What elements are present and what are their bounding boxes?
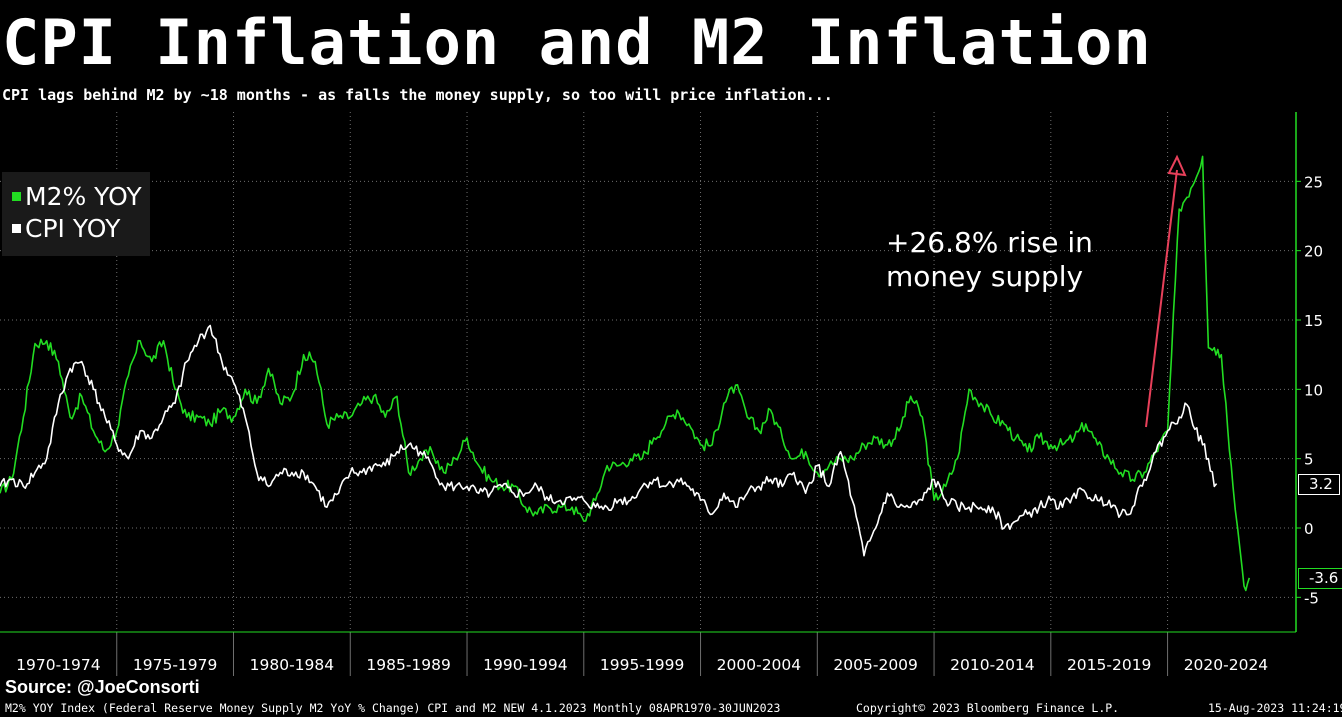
footer-timestamp: 15-Aug-2023 11:24:19: [1208, 701, 1342, 715]
x-tick-label: 1990-1994: [483, 656, 568, 674]
x-tick-label: 1980-1984: [250, 656, 335, 674]
annotation-arrow: [1145, 154, 1187, 428]
footer-description: M2% YOY Index (Federal Reserve Money Sup…: [5, 701, 781, 715]
grid-lines: [0, 112, 1296, 632]
cpi-last-value-badge: 3.2: [1298, 473, 1340, 495]
x-tick-label: 1970-1974: [16, 656, 101, 674]
legend-swatch-m2: [12, 191, 21, 201]
x-axis: 1970-1974 1975-1979 1980-1984 1985-1989 1990…: [0, 631, 1296, 676]
y-tick-label: 5: [1304, 451, 1314, 469]
legend: M2% YOY CPI YOY: [2, 172, 150, 256]
legend-label-m2: M2% YOY: [25, 182, 142, 211]
chart-title: CPI Inflation and M2 Inflation: [2, 6, 1152, 79]
chart-subtitle: CPI lags behind M2 by ~18 months - as fa…: [2, 86, 833, 104]
legend-item-cpi: CPI YOY: [12, 214, 120, 244]
source-label: Source: @JoeConsorti: [5, 677, 200, 697]
legend-swatch-cpi: [12, 223, 21, 233]
x-tick-label: 1975-1979: [133, 656, 218, 674]
m2-series-line: [0, 155, 1251, 592]
y-tick-label: 0: [1304, 520, 1314, 538]
x-tick-label: 1985-1989: [366, 656, 451, 674]
y-tick-label: -5: [1304, 589, 1319, 607]
y-axis: -5 0 5 10 15 20 25: [1295, 112, 1323, 632]
legend-label-cpi: CPI YOY: [25, 214, 121, 243]
x-tick-label: 2010-2014: [950, 656, 1035, 674]
series-lines: [0, 155, 1251, 592]
cpi-series-line: [0, 324, 1218, 557]
m2-last-value-badge: -3.6: [1298, 567, 1342, 589]
x-tick-label: 2005-2009: [833, 656, 918, 674]
footer-copyright: Copyright© 2023 Bloomberg Finance L.P.: [856, 701, 1120, 715]
x-tick-label: 1995-1999: [600, 656, 685, 674]
y-tick-label: 15: [1304, 312, 1323, 330]
y-tick-label: 25: [1304, 173, 1323, 191]
legend-item-m2: M2% YOY: [12, 182, 142, 212]
arrow-head: [1167, 154, 1187, 177]
arrow-shaft: [1145, 169, 1178, 428]
y-tick-label: 10: [1304, 381, 1323, 399]
x-tick-label: 2020-2024: [1184, 656, 1269, 674]
x-tick-label: 2015-2019: [1067, 656, 1152, 674]
x-tick-label: 2000-2004: [717, 656, 802, 674]
annotation-text: +26.8% rise in money supply: [886, 226, 1093, 293]
y-tick-label: 20: [1304, 243, 1323, 261]
